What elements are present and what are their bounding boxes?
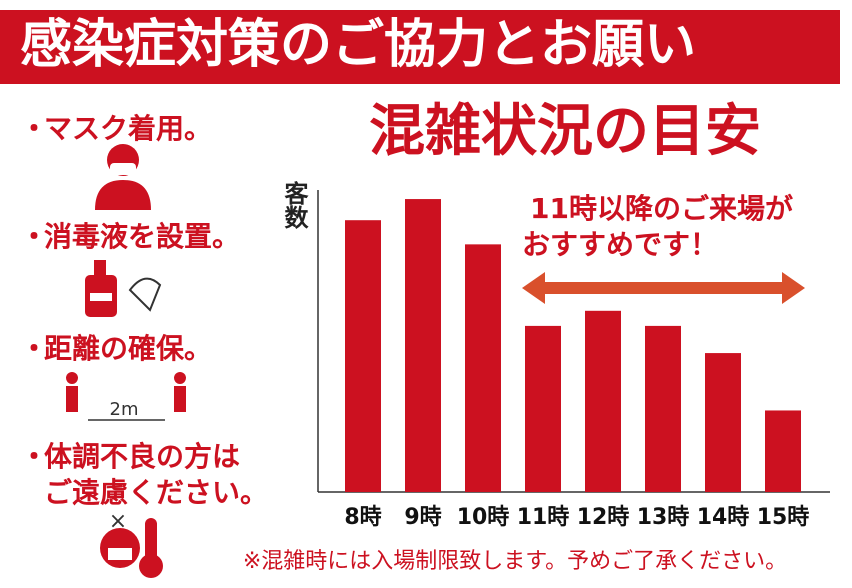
bottle-neck: [94, 260, 106, 276]
bar: [645, 325, 681, 492]
bar: [345, 220, 381, 492]
bullet: ・: [20, 332, 48, 365]
distance-label: 2m: [110, 399, 139, 420]
list-item: ご遠慮ください。: [44, 476, 268, 509]
x-tick-label: 10時: [457, 505, 510, 530]
header-band: [0, 10, 840, 84]
bar: [765, 410, 801, 492]
person: [66, 372, 78, 384]
x-tick-label: 11時: [517, 505, 570, 530]
chart-title: 混雑状況の目安: [369, 99, 761, 164]
bottle-label: [90, 293, 112, 301]
bar: [585, 310, 621, 492]
list-item: 体調不良の方は: [44, 440, 240, 473]
list-item: 消毒液を設置。: [44, 220, 240, 253]
bar: [705, 353, 741, 492]
x-tick-label: 14時: [697, 505, 750, 530]
thermometer: [145, 518, 157, 564]
thermometer-bulb: [139, 554, 163, 578]
face-mask: [108, 548, 132, 560]
list-item: 距離の確保。: [44, 332, 212, 365]
x-tick-label: 13時: [637, 505, 690, 530]
x-tick-label: 15時: [757, 505, 810, 530]
mask-body: [95, 180, 151, 210]
icons: [66, 144, 186, 578]
x-tick-label: 8時: [344, 505, 381, 530]
bullet: ・: [20, 112, 48, 145]
bullet: ・: [20, 220, 48, 253]
mask: [110, 163, 136, 175]
hands: [128, 277, 162, 312]
list-item: マスク着用。: [44, 112, 212, 145]
bar: [525, 325, 561, 492]
person: [174, 372, 186, 384]
x-tick-label: 12時: [577, 505, 630, 530]
annotation: おすすめです！: [522, 228, 718, 261]
bar: [405, 199, 441, 492]
x-tick-label: 9時: [404, 505, 441, 530]
bar: [465, 244, 501, 492]
chart: 客数 8時 9時 10時 11時 12時 13時 14時 15時 11時以降のご来場がおすすめです…: [280, 180, 830, 530]
arrow: [522, 272, 805, 304]
note: ※混雑時には入場制限致します。予めご了承ください。: [243, 549, 787, 574]
annotation: 11時以降のご来場が: [530, 192, 793, 225]
header-title: 感染症対策のご協力とお願い: [20, 15, 696, 75]
person: [174, 386, 186, 412]
y-axis-label: 客数: [280, 180, 308, 230]
bullet: ・: [20, 440, 48, 473]
person: [66, 386, 78, 412]
cross: ×: [109, 509, 127, 534]
